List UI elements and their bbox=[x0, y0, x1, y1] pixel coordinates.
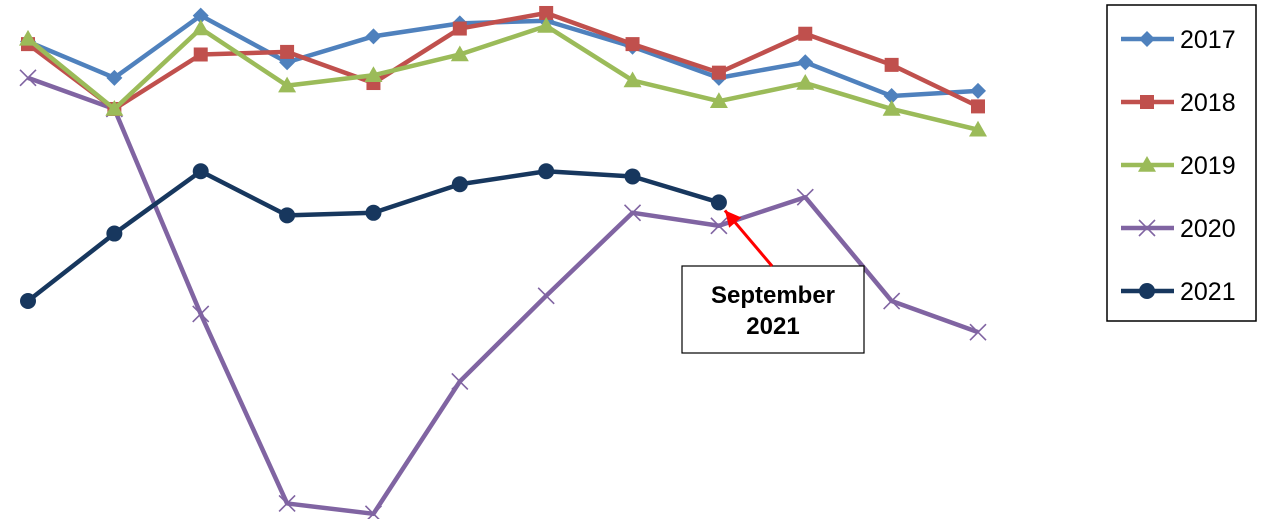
data-point-2019-7 bbox=[537, 16, 556, 33]
data-point-2021-7 bbox=[538, 163, 555, 180]
data-point-2017-3 bbox=[192, 7, 209, 24]
series-2021 bbox=[20, 163, 727, 310]
data-point-2021-6 bbox=[451, 176, 468, 193]
data-point-2017-2 bbox=[106, 69, 123, 86]
annotation-layer: September 2021 bbox=[681, 209, 865, 354]
data-point-2021-4 bbox=[279, 207, 296, 224]
data-point-2017-5 bbox=[365, 28, 382, 45]
legend-label: 2017 bbox=[1180, 26, 1236, 54]
data-point-2018-11 bbox=[884, 57, 899, 72]
legend-label: 2018 bbox=[1180, 89, 1236, 117]
data-point-2017-12 bbox=[970, 82, 986, 99]
data-point-2018-3 bbox=[193, 47, 208, 62]
data-point-2018-12 bbox=[971, 99, 985, 114]
data-point-2019-11 bbox=[882, 99, 901, 116]
legend-swatch-marker bbox=[1140, 95, 1154, 109]
data-point-2018-4 bbox=[280, 44, 295, 59]
data-point-2017-10 bbox=[797, 54, 814, 71]
legend-entry-2017: 2017 bbox=[1121, 26, 1236, 54]
legend: 2017 2018 2019 2020 2021 bbox=[1106, 4, 1257, 322]
data-point-2021-8 bbox=[624, 168, 641, 185]
data-point-2019-2 bbox=[105, 99, 124, 116]
data-point-2018-9 bbox=[711, 65, 726, 80]
legend-label: 2019 bbox=[1180, 152, 1236, 180]
data-point-2020-1 bbox=[19, 69, 37, 87]
data-point-2020-3 bbox=[192, 305, 210, 323]
data-point-2017-11 bbox=[883, 88, 900, 105]
data-point-2020-6 bbox=[451, 372, 469, 391]
data-point-2019-8 bbox=[623, 71, 642, 88]
data-point-2020-12 bbox=[969, 323, 987, 341]
series-line-2020 bbox=[27, 75, 979, 517]
legend-entry-2019: 2019 bbox=[1121, 152, 1236, 180]
data-point-2019-5 bbox=[364, 66, 383, 83]
series-2019 bbox=[19, 16, 987, 137]
series-2018 bbox=[21, 5, 985, 116]
data-point-2019-3 bbox=[191, 19, 210, 36]
data-point-2018-10 bbox=[798, 26, 813, 41]
series-layer bbox=[19, 5, 987, 519]
data-point-2019-9 bbox=[709, 92, 728, 108]
data-point-2020-10 bbox=[796, 188, 814, 206]
series-line-2019 bbox=[26, 23, 979, 132]
data-point-2021-9 bbox=[710, 194, 727, 211]
data-point-2020-11 bbox=[883, 292, 901, 310]
legend-swatch-marker bbox=[1139, 31, 1155, 47]
data-point-2019-12 bbox=[969, 120, 987, 137]
data-point-2021-2 bbox=[106, 225, 123, 242]
data-point-2018-6 bbox=[452, 21, 467, 36]
annotation-text-line: 2021 bbox=[746, 313, 799, 340]
legend-swatch-marker bbox=[1138, 219, 1156, 237]
data-point-2021-3 bbox=[192, 163, 209, 180]
annotation-arrowhead bbox=[724, 210, 742, 228]
data-point-2019-1 bbox=[19, 29, 37, 46]
series-2020 bbox=[19, 69, 987, 519]
legend-swatch-marker bbox=[1138, 156, 1156, 172]
legend-entry-2021: 2021 bbox=[1121, 278, 1236, 306]
data-point-2021-1 bbox=[20, 293, 36, 310]
data-point-2020-9 bbox=[710, 217, 728, 235]
annotation-box bbox=[681, 265, 865, 354]
data-point-2020-4 bbox=[278, 494, 296, 512]
legend-entry-2018: 2018 bbox=[1121, 89, 1236, 117]
data-point-2019-10 bbox=[796, 74, 815, 90]
legend-label: 2021 bbox=[1180, 278, 1236, 306]
series-line-2018 bbox=[26, 10, 979, 112]
data-point-2019-4 bbox=[278, 76, 297, 93]
data-point-2018-7 bbox=[539, 5, 554, 20]
data-point-2019-6 bbox=[450, 45, 469, 62]
legend-swatch-marker bbox=[1139, 283, 1155, 299]
data-point-2020-8 bbox=[623, 204, 642, 222]
series-line-2021 bbox=[26, 169, 720, 303]
data-point-2020-7 bbox=[537, 287, 555, 305]
legend-label: 2020 bbox=[1180, 215, 1236, 243]
data-point-2018-8 bbox=[625, 37, 640, 52]
data-point-2020-5 bbox=[364, 505, 383, 519]
annotation-text-line: September bbox=[711, 282, 835, 309]
data-point-2021-5 bbox=[365, 204, 382, 221]
legend-entry-2020: 2020 bbox=[1121, 215, 1236, 243]
